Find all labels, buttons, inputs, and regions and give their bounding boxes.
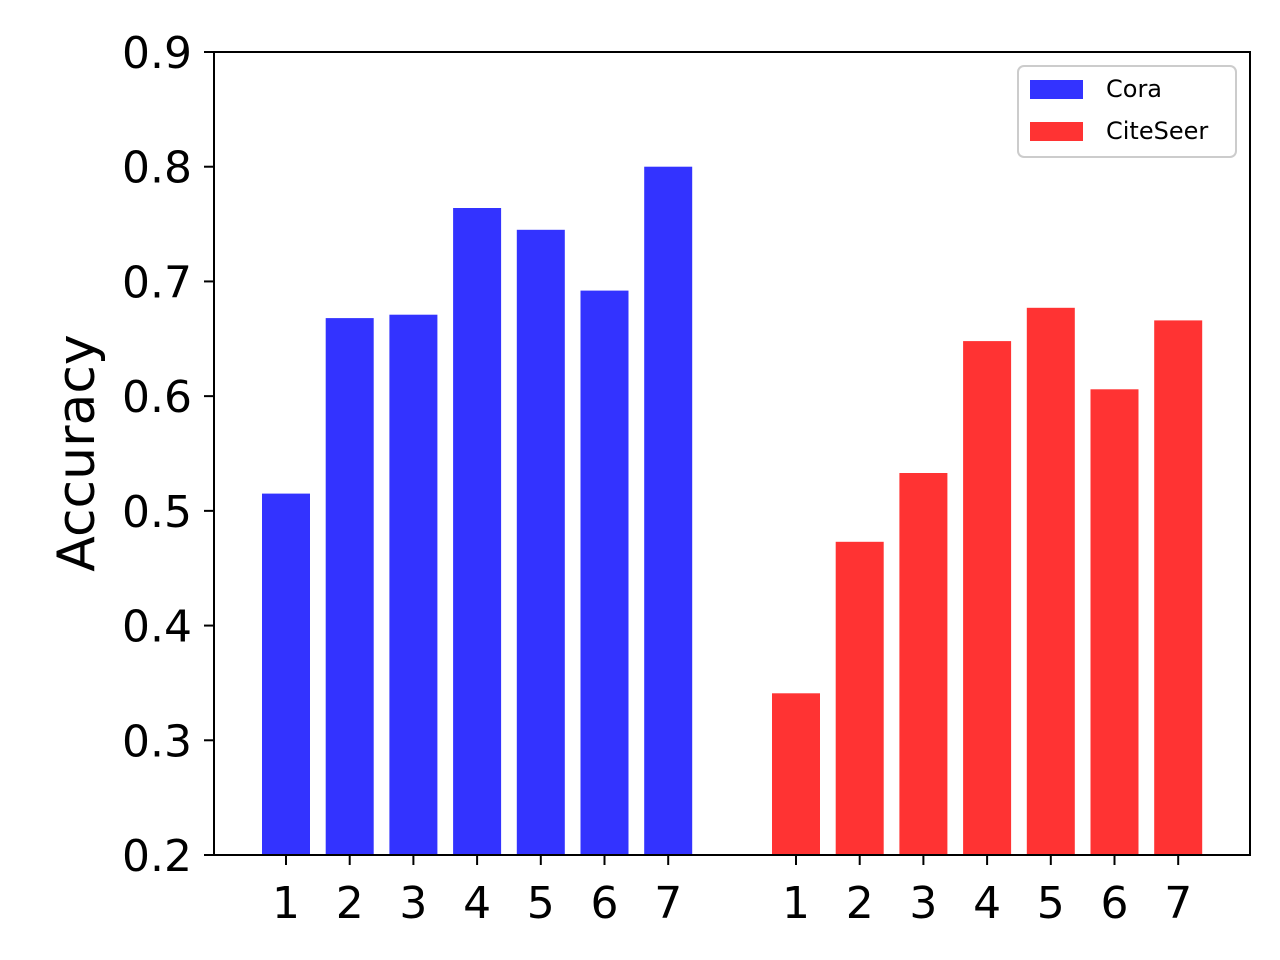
bar-citeseer-5 xyxy=(1026,307,1075,855)
bar-cora-4 xyxy=(453,208,502,855)
legend-label-cora: Cora xyxy=(1106,75,1162,103)
y-tick-label: 0.9 xyxy=(122,28,192,79)
y-axis: 0.2 0.3 0.4 0.5 0.6 0.7 0.8 0.9 xyxy=(122,28,214,882)
bar-cora-6 xyxy=(580,290,629,856)
legend-label-citeseer: CiteSeer xyxy=(1106,117,1208,145)
bar-citeseer-1 xyxy=(772,693,820,855)
y-tick-label: 0.5 xyxy=(122,487,192,538)
y-tick-label: 0.7 xyxy=(122,257,192,308)
y-axis-label: Accuracy xyxy=(47,334,107,571)
y-tick-label: 0.6 xyxy=(122,372,192,423)
x-tick-label-cora: 1 xyxy=(272,878,300,929)
y-tick-label: 0.2 xyxy=(122,831,192,882)
bar-cora-2 xyxy=(325,318,374,856)
x-tick-label-cora: 7 xyxy=(654,878,682,929)
bar-cora-1 xyxy=(262,493,310,855)
x-tick-label-citeseer: 2 xyxy=(846,878,874,929)
bar-citeseer-6 xyxy=(1090,389,1139,855)
x-tick-label-cora: 6 xyxy=(591,878,619,929)
y-tick-label: 0.3 xyxy=(122,716,192,767)
legend-swatch-cora xyxy=(1030,80,1083,99)
x-tick-label-citeseer: 6 xyxy=(1101,878,1129,929)
legend-swatch-citeseer xyxy=(1030,122,1083,141)
x-tick-label-citeseer: 5 xyxy=(1037,878,1065,929)
bar-cora-3 xyxy=(389,314,438,855)
x-tick-label-cora: 4 xyxy=(463,878,491,929)
bar-cora-7 xyxy=(644,166,693,855)
bar-citeseer-3 xyxy=(899,473,948,855)
x-tick-label-cora: 3 xyxy=(399,878,427,929)
x-tick-label-cora: 2 xyxy=(336,878,364,929)
x-tick-label-citeseer: 1 xyxy=(782,878,810,929)
bars-layer xyxy=(262,166,1203,856)
bar-citeseer-7 xyxy=(1154,320,1203,855)
plot-frame xyxy=(213,51,1251,856)
bar-citeseer-4 xyxy=(963,341,1012,856)
y-tick-label: 0.8 xyxy=(122,143,192,194)
legend: Cora CiteSeer xyxy=(1017,65,1237,158)
x-tick-label-citeseer: 7 xyxy=(1164,878,1192,929)
bar-citeseer-2 xyxy=(835,541,884,855)
x-tick-label-citeseer: 4 xyxy=(973,878,1001,929)
y-tick-label: 0.4 xyxy=(122,602,192,653)
bar-cora-5 xyxy=(516,229,565,856)
x-tick-label-citeseer: 3 xyxy=(909,878,937,929)
x-tick-label-cora: 5 xyxy=(527,878,555,929)
